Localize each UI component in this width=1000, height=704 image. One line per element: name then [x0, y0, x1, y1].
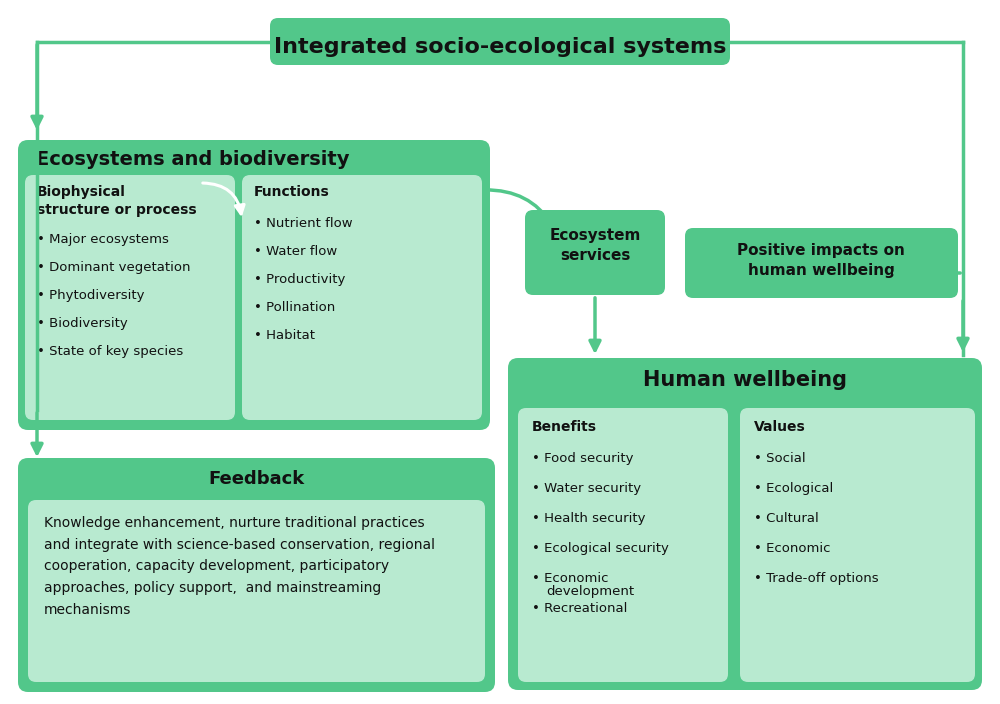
FancyBboxPatch shape — [28, 500, 485, 682]
FancyBboxPatch shape — [18, 140, 490, 430]
Text: • Dominant vegetation: • Dominant vegetation — [37, 261, 190, 274]
Text: • Habitat: • Habitat — [254, 329, 315, 342]
Text: Benefits: Benefits — [532, 420, 597, 434]
Text: development: development — [546, 584, 634, 598]
Text: • Water security: • Water security — [532, 482, 641, 495]
FancyBboxPatch shape — [685, 228, 958, 298]
Text: • Recreational: • Recreational — [532, 602, 627, 615]
Text: • Economic: • Economic — [532, 572, 608, 585]
Text: Ecosystem
services: Ecosystem services — [549, 228, 641, 263]
Text: Knowledge enhancement, nurture traditional practices
and integrate with science-: Knowledge enhancement, nurture tradition… — [44, 516, 435, 617]
Text: Human wellbeing: Human wellbeing — [643, 370, 847, 390]
FancyBboxPatch shape — [525, 210, 665, 295]
Text: • Water flow: • Water flow — [254, 245, 337, 258]
FancyBboxPatch shape — [25, 175, 235, 420]
Text: • State of key species: • State of key species — [37, 345, 183, 358]
Text: Ecosystems and biodiversity: Ecosystems and biodiversity — [36, 150, 350, 169]
Text: • Productivity: • Productivity — [254, 273, 345, 286]
Text: • Social: • Social — [754, 452, 806, 465]
Text: Positive impacts on
human wellbeing: Positive impacts on human wellbeing — [737, 243, 905, 278]
Text: • Major ecosystems: • Major ecosystems — [37, 233, 169, 246]
Text: • Cultural: • Cultural — [754, 512, 819, 525]
Text: • Trade-off options: • Trade-off options — [754, 572, 879, 585]
FancyBboxPatch shape — [242, 175, 482, 420]
FancyBboxPatch shape — [740, 408, 975, 682]
Text: Feedback: Feedback — [208, 470, 304, 488]
Text: • Phytodiversity: • Phytodiversity — [37, 289, 144, 302]
Text: • Ecological: • Ecological — [754, 482, 833, 495]
Text: Functions: Functions — [254, 185, 330, 199]
Text: • Health security: • Health security — [532, 512, 646, 525]
Text: • Biodiversity: • Biodiversity — [37, 317, 128, 330]
Text: Integrated socio-ecological systems: Integrated socio-ecological systems — [274, 37, 726, 57]
Text: • Food security: • Food security — [532, 452, 634, 465]
Text: • Nutrient flow: • Nutrient flow — [254, 217, 353, 230]
Text: • Pollination: • Pollination — [254, 301, 335, 314]
FancyBboxPatch shape — [270, 18, 730, 65]
FancyBboxPatch shape — [518, 408, 728, 682]
Text: Values: Values — [754, 420, 806, 434]
Text: • Economic: • Economic — [754, 542, 830, 555]
FancyBboxPatch shape — [18, 458, 495, 692]
Text: • Ecological security: • Ecological security — [532, 542, 669, 555]
Text: Biophysical
structure or process: Biophysical structure or process — [37, 185, 197, 217]
FancyBboxPatch shape — [508, 358, 982, 690]
